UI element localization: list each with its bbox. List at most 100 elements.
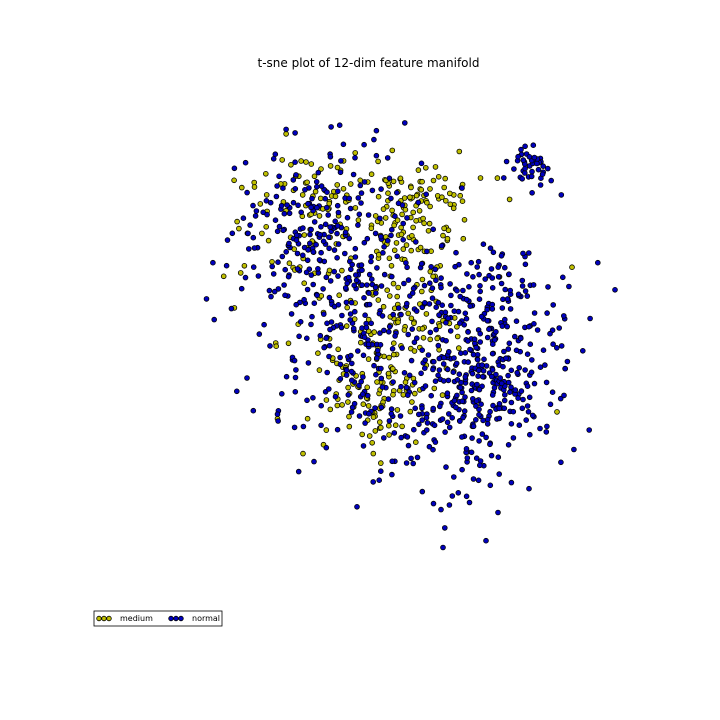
point-normal xyxy=(488,373,495,380)
point-normal xyxy=(318,224,324,230)
point-medium xyxy=(312,188,319,195)
point-normal xyxy=(358,378,365,385)
point-medium xyxy=(413,192,420,199)
point-medium xyxy=(409,399,415,405)
point-medium xyxy=(417,244,424,251)
point-normal xyxy=(302,187,308,193)
point-normal xyxy=(447,281,453,287)
point-normal xyxy=(342,285,349,291)
point-normal xyxy=(244,375,250,381)
point-normal xyxy=(439,302,446,309)
point-medium xyxy=(323,427,330,433)
point-medium xyxy=(345,384,351,391)
point-normal xyxy=(467,346,473,353)
point-medium xyxy=(385,370,392,377)
point-normal xyxy=(318,422,324,429)
point-normal xyxy=(378,365,384,372)
point-normal xyxy=(579,347,586,354)
point-normal xyxy=(283,126,289,133)
point-normal xyxy=(358,200,364,206)
point-normal xyxy=(457,293,464,300)
point-normal xyxy=(508,479,515,486)
point-normal xyxy=(313,184,320,190)
point-medium xyxy=(357,339,364,346)
point-normal xyxy=(354,503,360,510)
point-medium xyxy=(269,258,275,265)
point-normal xyxy=(448,302,454,309)
point-normal xyxy=(419,405,425,412)
point-normal xyxy=(398,434,405,441)
point-normal xyxy=(293,367,299,373)
point-normal xyxy=(308,226,314,233)
point-medium xyxy=(399,423,405,430)
point-normal xyxy=(388,232,394,239)
point-normal xyxy=(288,311,295,317)
point-medium xyxy=(461,217,468,223)
point-medium xyxy=(432,164,439,170)
point-normal xyxy=(388,410,395,417)
point-medium xyxy=(439,194,445,201)
point-normal xyxy=(210,259,216,266)
point-normal xyxy=(461,408,468,414)
point-medium xyxy=(455,345,462,351)
point-medium xyxy=(435,174,442,180)
point-medium xyxy=(251,179,258,186)
point-medium xyxy=(339,267,345,274)
point-normal xyxy=(530,142,537,149)
point-normal xyxy=(519,176,525,182)
point-normal xyxy=(320,311,327,317)
point-normal xyxy=(300,423,307,430)
point-normal xyxy=(347,311,354,317)
point-medium xyxy=(262,171,269,177)
point-normal xyxy=(421,299,428,306)
point-normal xyxy=(275,418,281,424)
point-normal xyxy=(351,308,358,315)
point-medium xyxy=(263,224,270,230)
point-normal xyxy=(526,394,533,401)
point-normal xyxy=(368,276,375,283)
point-medium xyxy=(440,232,446,239)
point-medium xyxy=(345,399,351,405)
point-normal xyxy=(462,374,469,380)
point-normal xyxy=(250,202,256,209)
point-normal xyxy=(278,390,285,397)
point-normal xyxy=(430,366,436,373)
point-normal xyxy=(377,468,384,475)
point-medium xyxy=(394,293,401,300)
point-medium xyxy=(386,293,393,299)
point-normal xyxy=(522,165,528,172)
point-normal xyxy=(327,326,333,333)
point-normal xyxy=(377,330,383,336)
point-normal xyxy=(476,296,483,303)
point-normal xyxy=(291,424,298,431)
point-medium xyxy=(370,450,377,457)
point-normal xyxy=(377,215,383,222)
point-normal xyxy=(430,358,437,365)
point-normal xyxy=(305,200,311,207)
point-normal xyxy=(323,274,330,281)
point-normal xyxy=(361,179,368,185)
point-normal xyxy=(453,404,459,411)
point-normal xyxy=(436,312,442,318)
point-normal xyxy=(340,141,347,148)
point-normal xyxy=(426,443,433,450)
point-normal xyxy=(293,301,300,308)
point-normal xyxy=(392,333,398,339)
point-medium xyxy=(419,178,425,185)
point-medium xyxy=(385,422,392,429)
point-medium xyxy=(416,208,423,214)
point-medium xyxy=(375,297,382,303)
point-normal xyxy=(276,173,282,180)
point-normal xyxy=(468,449,475,456)
point-normal xyxy=(424,248,430,255)
point-normal xyxy=(487,482,494,489)
point-normal xyxy=(229,230,236,237)
point-normal xyxy=(360,374,366,380)
point-normal xyxy=(444,419,451,426)
point-normal xyxy=(331,268,338,275)
point-normal xyxy=(522,143,528,150)
point-medium xyxy=(395,284,402,291)
point-normal xyxy=(518,388,525,394)
point-normal xyxy=(334,426,341,433)
point-normal xyxy=(504,296,511,302)
